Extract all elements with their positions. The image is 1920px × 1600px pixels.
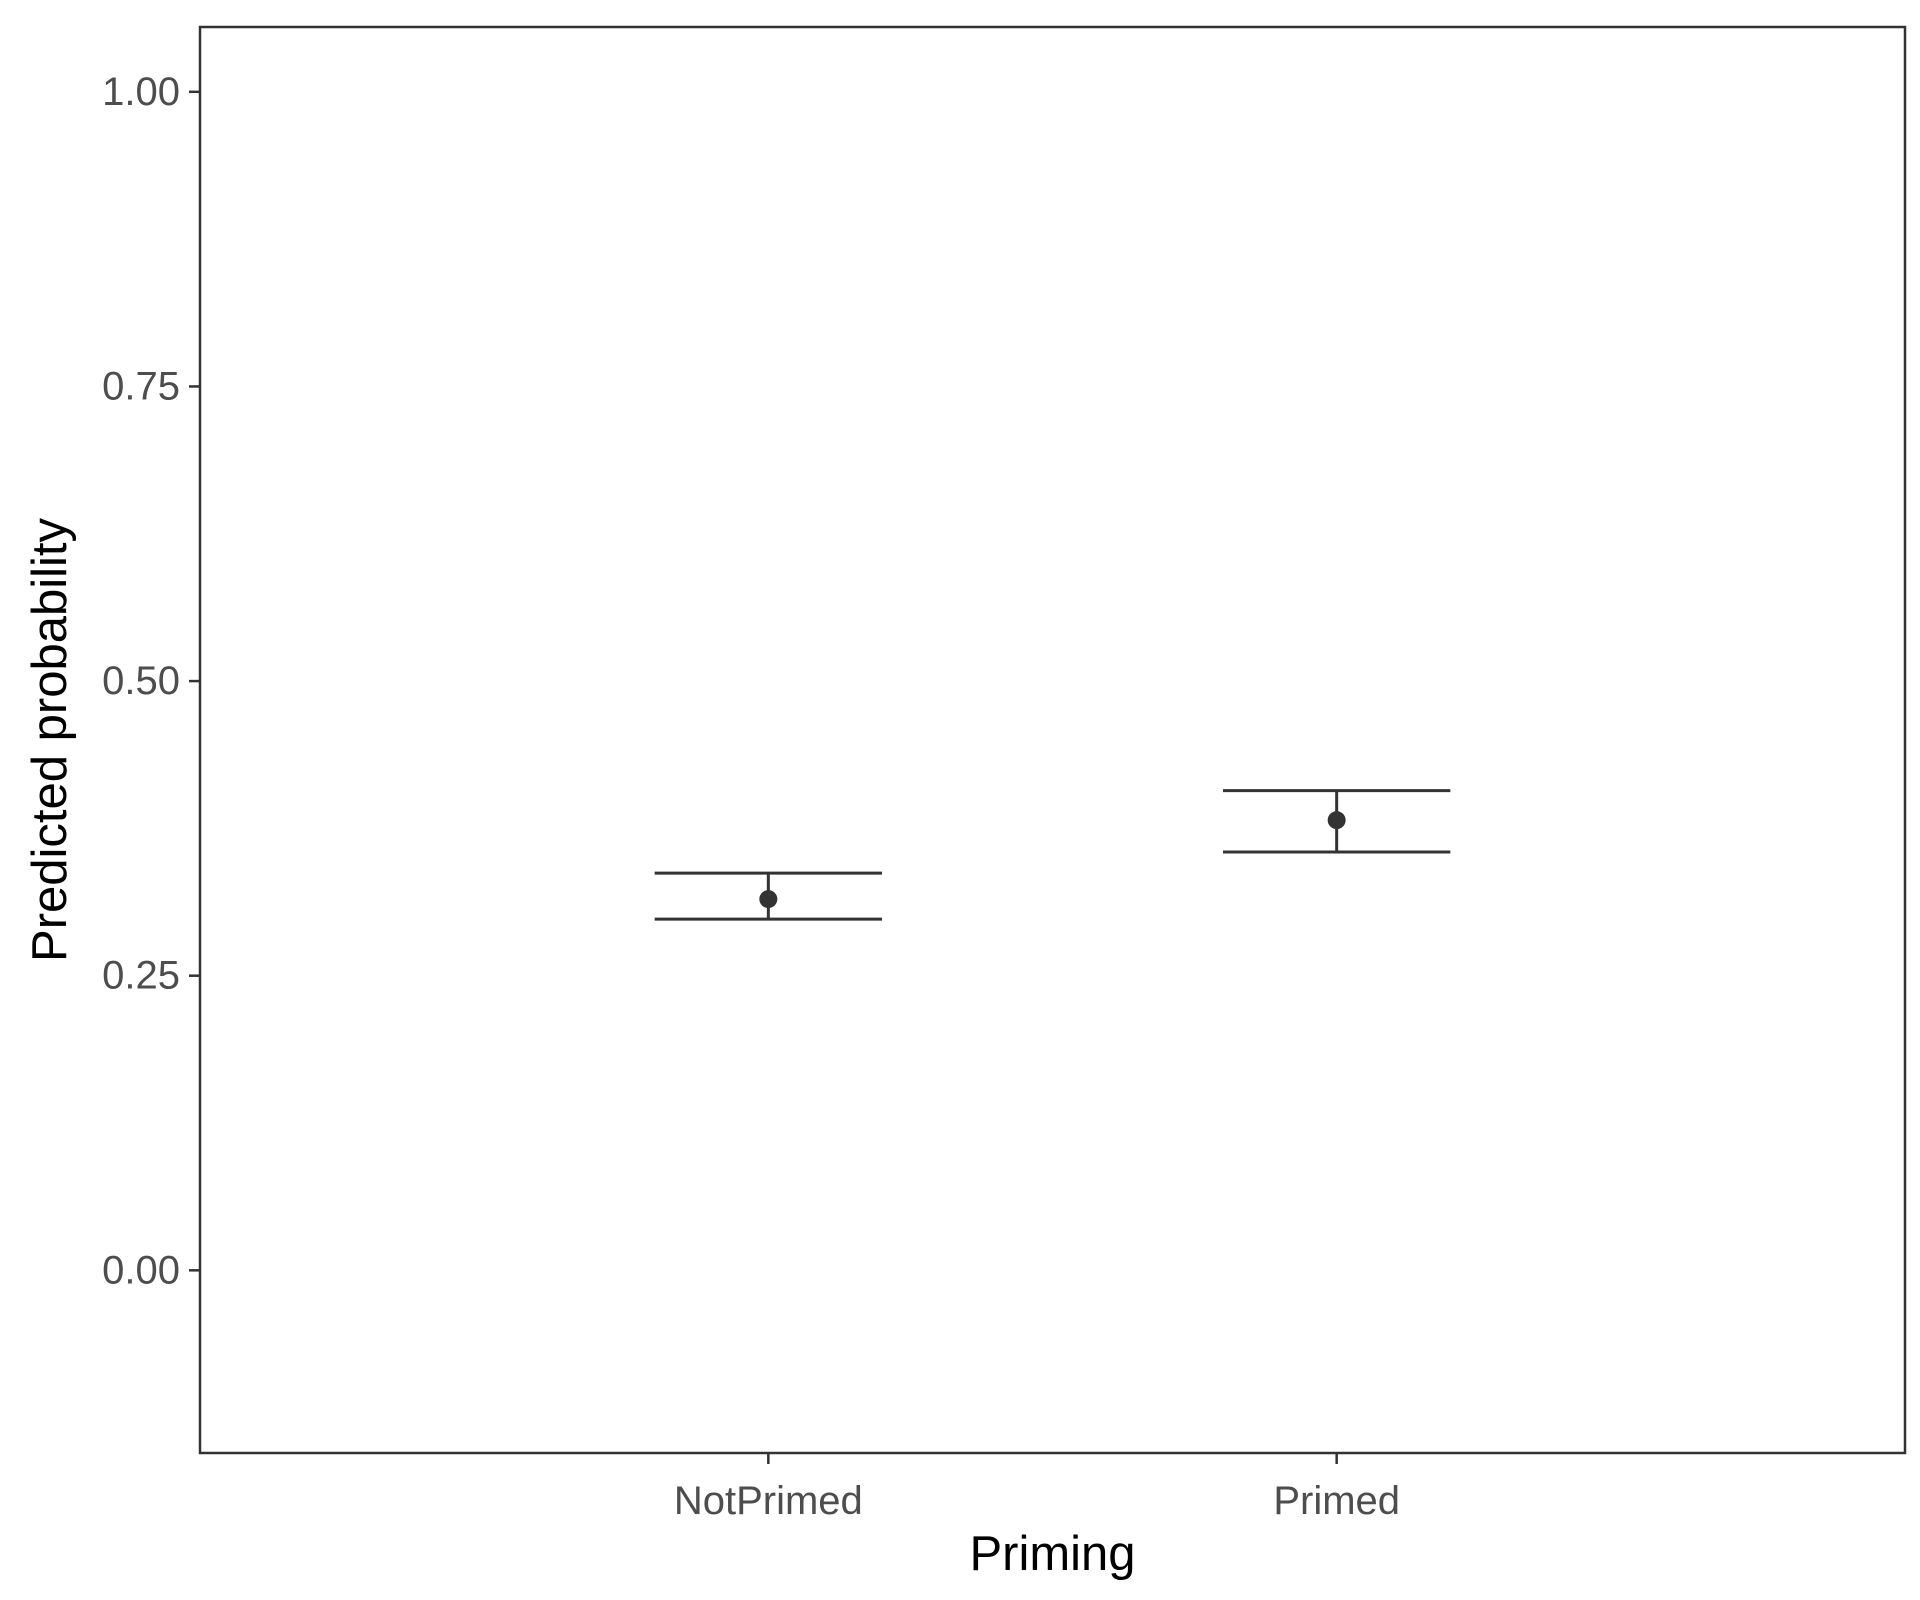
y-tick-label: 0.00 bbox=[102, 1248, 180, 1292]
y-tick-label: 1.00 bbox=[102, 70, 180, 114]
data-marks bbox=[654, 789, 1451, 921]
x-tick-label: NotPrimed bbox=[674, 1479, 863, 1523]
x-axis-title: Priming bbox=[969, 1527, 1135, 1581]
plot-panel bbox=[198, 25, 1907, 1455]
data-point bbox=[1327, 811, 1346, 830]
y-tick-label: 0.50 bbox=[102, 659, 180, 703]
y-tick-label: 0.25 bbox=[102, 954, 180, 998]
y-axis: 0.00 0.25 0.50 0.75 1.00 bbox=[102, 70, 200, 1292]
x-axis: NotPrimed Primed bbox=[674, 1453, 1400, 1523]
data-point bbox=[759, 890, 778, 909]
x-tick-label: Primed bbox=[1273, 1479, 1400, 1523]
y-axis-title: Predicted probability bbox=[23, 518, 77, 962]
y-tick-label: 0.75 bbox=[102, 364, 180, 408]
